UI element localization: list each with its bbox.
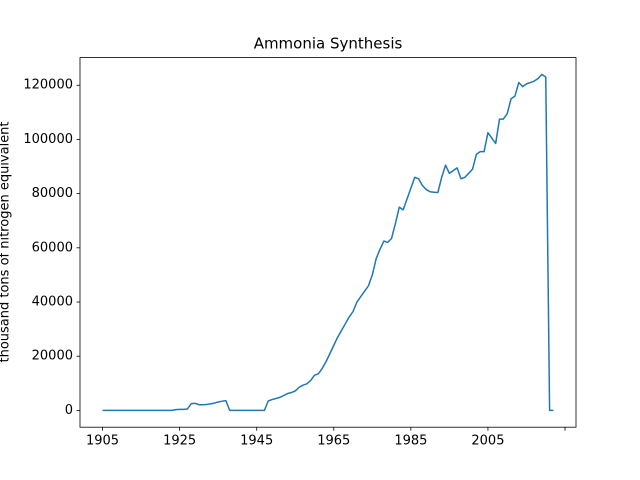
plot-frame bbox=[79, 57, 577, 428]
y-tick-label: 0 bbox=[65, 403, 73, 418]
x-tick-label: 1985 bbox=[394, 434, 427, 449]
y-tick-label: 40000 bbox=[32, 295, 73, 310]
y-axis-label: thousand tons of nitrogen equivalent bbox=[0, 121, 13, 362]
y-tick-label: 100000 bbox=[23, 132, 73, 147]
y-tick-label: 120000 bbox=[23, 78, 73, 93]
y-tick-label: 60000 bbox=[32, 240, 73, 255]
x-tick-label: 1945 bbox=[240, 434, 273, 449]
x-tick-label: 1905 bbox=[86, 434, 119, 449]
x-tick-label: 2005 bbox=[471, 434, 504, 449]
x-tick-label: 1925 bbox=[163, 434, 196, 449]
data-line bbox=[102, 73, 554, 412]
y-tick-label: 80000 bbox=[32, 186, 73, 201]
x-tick-label: 1965 bbox=[317, 434, 350, 449]
y-tick-label: 20000 bbox=[32, 349, 73, 364]
chart-title: Ammonia Synthesis bbox=[254, 35, 403, 53]
